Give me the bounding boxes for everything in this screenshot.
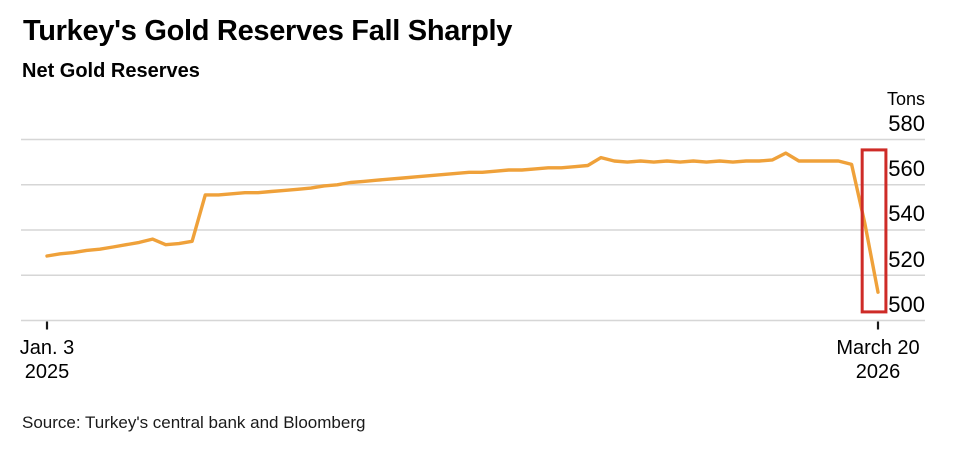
y-axis-label-560: 560 <box>888 156 925 181</box>
y-axis-unit-label: Tons <box>886 89 925 109</box>
x-axis-label-end: March 20 2026 <box>808 336 948 384</box>
chart-title: Turkey's Gold Reserves Fall Sharply <box>23 15 513 47</box>
x-axis-label-start-date: Jan. 3 <box>19 337 75 359</box>
y-axis-label-580: 580 <box>888 111 925 136</box>
x-axis-label-end-year: 2026 <box>855 361 901 383</box>
x-axis-label-start: Jan. 3 2025 <box>0 336 117 384</box>
x-axis-label-start-year: 2025 <box>24 361 70 383</box>
sharp-drop-highlight-box <box>860 148 888 314</box>
y-axis-label-520: 520 <box>888 247 925 272</box>
x-axis-label-end-date: March 20 <box>836 337 920 359</box>
y-axis-label-500: 500 <box>888 292 925 317</box>
chart-subtitle: Net Gold Reserves <box>22 60 200 82</box>
y-axis-label-540: 540 <box>888 201 925 226</box>
reserves-line <box>45 151 880 294</box>
source-note: Source: Turkey's central bank and Bloomb… <box>22 413 366 432</box>
